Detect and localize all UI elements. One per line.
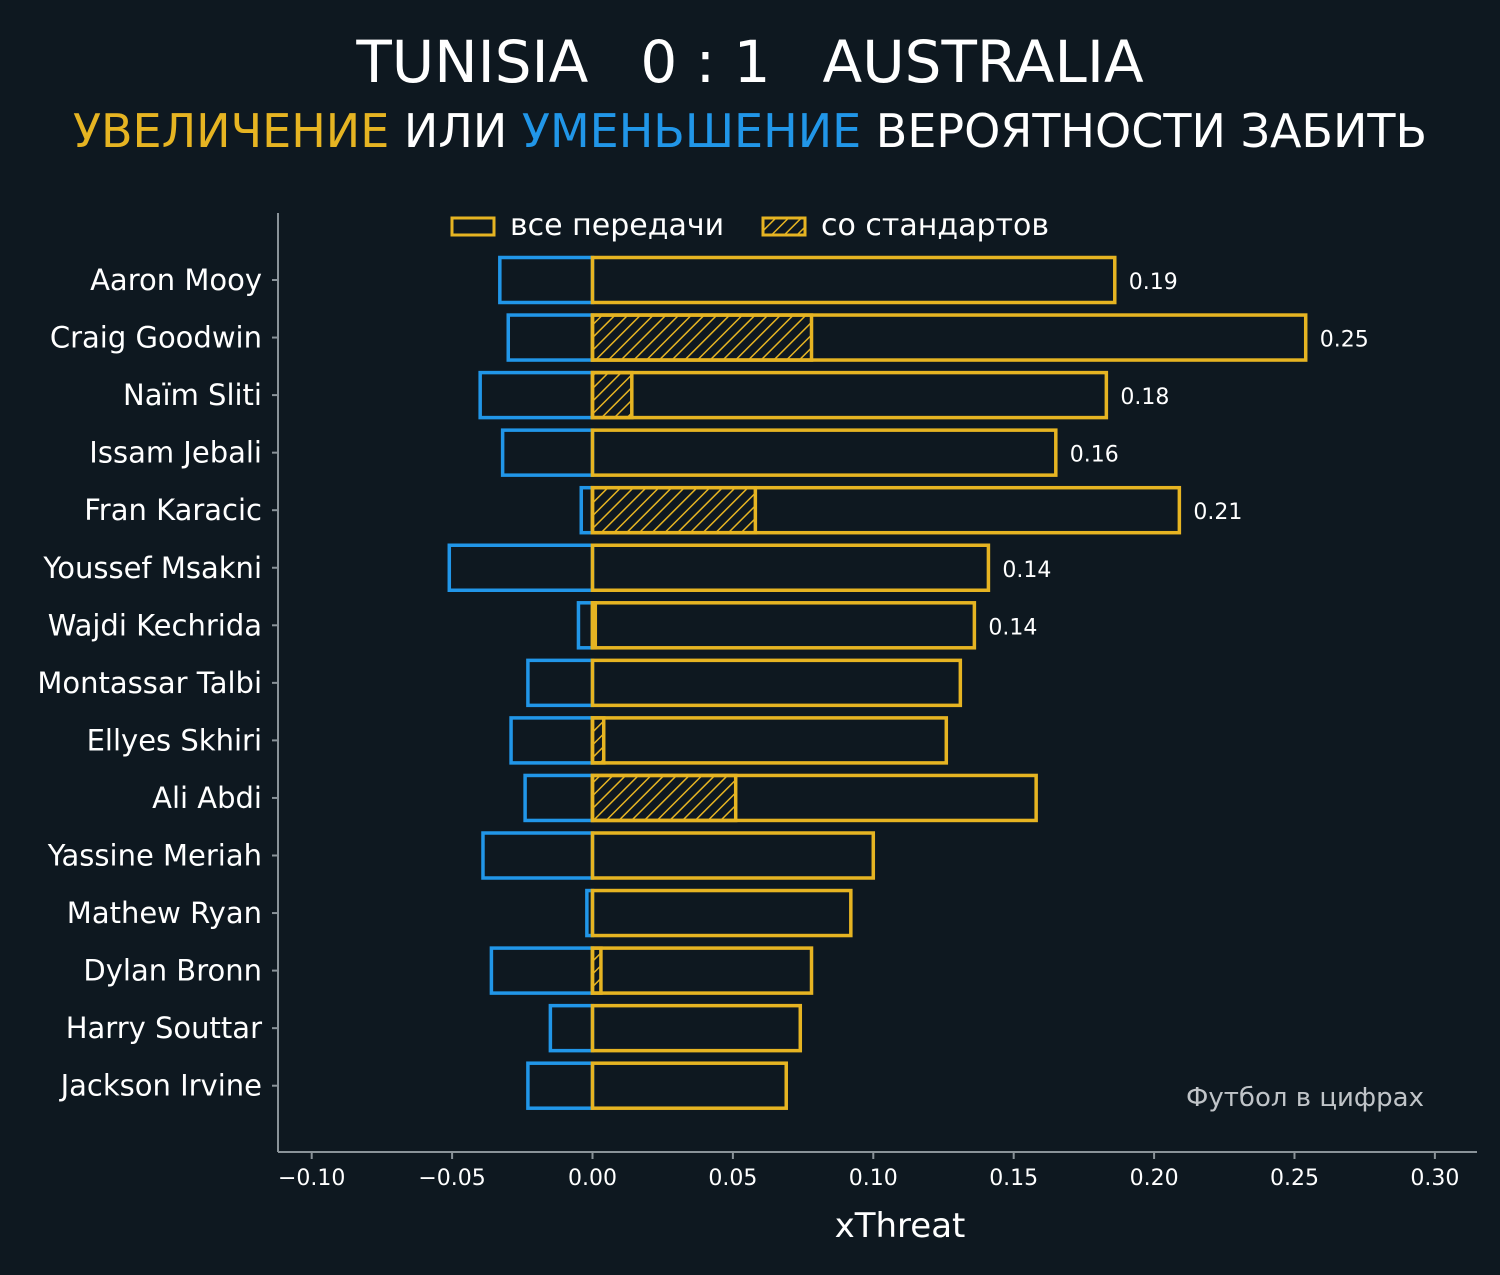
- bar-decrease: [478, 370, 595, 420]
- bar-all-passes: [590, 543, 991, 592]
- x-tick-label: 0.20: [1130, 1166, 1179, 1191]
- bar-decrease: [526, 1061, 595, 1110]
- bar-decrease: [481, 831, 595, 880]
- bar-decrease: [500, 428, 595, 477]
- bar-decrease: [548, 1003, 595, 1053]
- bar-all-passes: [590, 773, 1038, 823]
- bar-all-passes: [590, 716, 949, 765]
- bar-set-pieces: [590, 370, 634, 420]
- bar-all-passes: [590, 370, 1109, 420]
- bar-all-passes: [590, 1003, 803, 1053]
- bar-decrease: [509, 716, 595, 765]
- subtitle-or: ИЛИ: [389, 104, 522, 158]
- subtitle-rest: ВЕРОЯТНОСТИ ЗАБИТЬ: [861, 104, 1428, 158]
- bar-decrease: [576, 601, 595, 650]
- y-tick-label: Harry Souttar: [66, 1011, 262, 1045]
- bar-set-pieces: [590, 485, 758, 535]
- x-tick-label: 0.15: [989, 1166, 1038, 1191]
- axes-group: Aaron Mooy Craig Goodwin Naïm Sliti Issam J…: [37, 213, 1477, 1191]
- value-label: 0.21: [1193, 500, 1242, 525]
- y-tick-label: Dylan Bronn: [83, 954, 262, 988]
- bar-all-passes: [590, 831, 876, 880]
- bar-decrease: [498, 255, 595, 305]
- value-label: 0.19: [1129, 270, 1178, 295]
- home-team-name: TUNISIA: [356, 28, 589, 96]
- y-tick-label: Naïm Sliti: [123, 378, 262, 412]
- away-team-name: AUSTRALIA: [822, 28, 1144, 96]
- value-label: 0.25: [1320, 328, 1369, 353]
- value-label: 0.14: [988, 615, 1037, 640]
- bars-group: 0.19 0.25 0.18 0.16 0.21 0.14 0.14: [447, 255, 1369, 1110]
- subtitle-increase: УВЕЛИЧЕНИЕ: [72, 104, 390, 158]
- value-label: 0.14: [1002, 558, 1051, 583]
- x-tick-label: 0.25: [1270, 1166, 1319, 1191]
- bar-all-passes: [590, 658, 963, 708]
- chart-legend: все передачи со стандартов: [450, 208, 1049, 243]
- y-tick-label: Aaron Mooy: [90, 263, 262, 297]
- match-score: 0 : 1: [640, 28, 771, 96]
- bar-decrease: [506, 313, 595, 362]
- chart-subtitle: УВЕЛИЧЕНИЕ ИЛИ УМЕНЬШЕНИЕ ВЕРОЯТНОСТИ ЗА…: [0, 104, 1500, 158]
- y-tick-label: Yassine Meriah: [47, 839, 262, 873]
- y-tick-label: Mathew Ryan: [67, 896, 262, 930]
- x-tick-label: 0.05: [708, 1166, 757, 1191]
- x-tick-label: 0.30: [1410, 1166, 1459, 1191]
- x-tick-label: −0.10: [278, 1166, 345, 1191]
- y-tick-label: Ellyes Skhiri: [87, 723, 262, 757]
- value-label: 0.16: [1070, 443, 1119, 468]
- bar-all-passes: [590, 255, 1117, 305]
- bar-all-passes: [590, 601, 977, 650]
- bar-set-pieces: [590, 773, 738, 823]
- y-tick-label: Fran Karacic: [84, 493, 262, 527]
- legend-label-all-passes: все передачи: [510, 208, 724, 243]
- x-tick-label: −0.05: [418, 1166, 485, 1191]
- y-tick-label: Ali Abdi: [152, 781, 262, 815]
- bar-all-passes: [590, 888, 853, 938]
- y-tick-label: Issam Jebali: [89, 436, 262, 470]
- chart-title: TUNISIA 0 : 1 AUSTRALIA: [0, 28, 1500, 96]
- y-tick-label: Youssef Msakni: [42, 551, 262, 585]
- legend-swatch-all-passes: [450, 216, 496, 237]
- legend-label-set-pieces: со стандартов: [821, 208, 1049, 243]
- x-tick-label: 0.00: [568, 1166, 617, 1191]
- bar-decrease: [489, 946, 595, 995]
- bar-all-passes: [590, 485, 1182, 535]
- bar-all-passes: [590, 1061, 788, 1110]
- x-tick-label: 0.10: [849, 1166, 898, 1191]
- subtitle-decrease: УМЕНЬШЕНИЕ: [521, 104, 862, 158]
- bar-all-passes: [590, 428, 1058, 477]
- y-tick-label: Wajdi Kechrida: [48, 608, 262, 642]
- y-tick-label: Craig Goodwin: [50, 321, 262, 355]
- x-axis-label: xThreat: [835, 1206, 966, 1246]
- bar-decrease: [447, 543, 595, 592]
- value-label: 0.18: [1120, 385, 1169, 410]
- legend-swatch-set-pieces: [761, 216, 807, 237]
- y-tick-label: Montassar Talbi: [37, 666, 262, 700]
- y-tick-label: Jackson Irvine: [59, 1069, 262, 1103]
- bar-decrease: [526, 658, 595, 708]
- bar-decrease: [523, 773, 595, 823]
- bar-all-passes: [590, 946, 814, 995]
- bar-all-passes: [590, 313, 1308, 362]
- credit-watermark: Футбол в цифрах: [1186, 1083, 1424, 1113]
- bar-set-pieces: [590, 313, 814, 362]
